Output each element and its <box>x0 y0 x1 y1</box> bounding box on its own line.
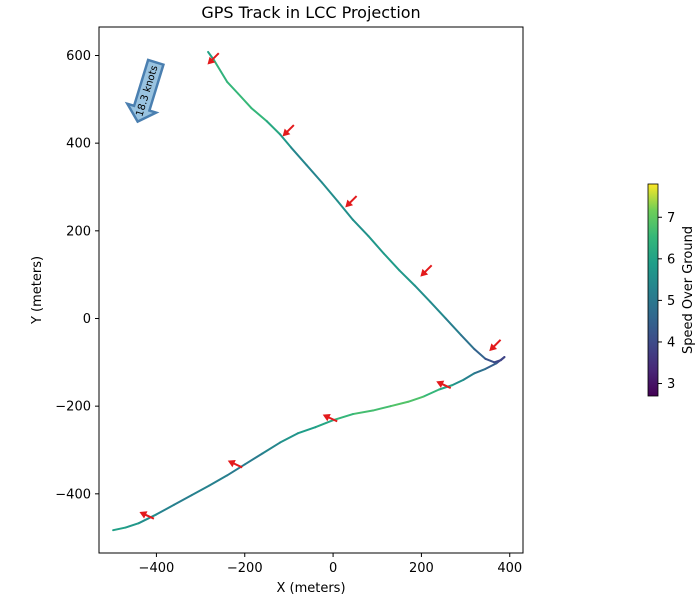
colorbar-ticks: 3 4 5 6 7 <box>658 211 675 392</box>
track-layer <box>112 50 506 532</box>
x-tick-label: −200 <box>227 561 263 576</box>
colorbar-tick-label: 6 <box>667 252 675 267</box>
track-segment <box>336 200 354 221</box>
x-tick-label: 200 <box>409 561 434 576</box>
heading-marker <box>139 511 155 520</box>
colorbar-tick-label: 3 <box>667 377 675 392</box>
track-segment <box>173 494 193 506</box>
y-tick-label: 600 <box>66 49 91 64</box>
heading-marker <box>282 124 295 137</box>
y-axis: −400 −200 0 200 400 600 <box>55 49 99 502</box>
track-segment <box>438 384 454 391</box>
y-tick-label: 0 <box>83 312 91 327</box>
track-segment <box>389 400 410 408</box>
chart-title: GPS Track in LCC Projection <box>201 3 420 22</box>
track-segment <box>429 300 447 320</box>
track-segment <box>422 388 441 398</box>
track-segment <box>367 235 385 255</box>
track-segment <box>290 146 308 167</box>
track-segment <box>314 419 335 429</box>
track-segment <box>137 513 158 525</box>
track-segment <box>413 284 432 303</box>
track-segment <box>451 378 465 387</box>
heading-marker <box>489 339 502 352</box>
track-segment <box>484 357 496 364</box>
y-tick-label: −200 <box>55 400 91 415</box>
heading-marker <box>420 264 433 277</box>
plot-frame <box>98 26 524 554</box>
x-axis-label: X (meters) <box>276 581 345 596</box>
colorbar-tick-label: 5 <box>667 294 675 309</box>
x-axis: −400 −200 0 200 400 <box>139 553 522 576</box>
track-segment <box>444 317 463 337</box>
track-segment <box>237 92 253 110</box>
track-segment <box>484 362 498 370</box>
track-segment <box>473 367 487 375</box>
track-segment <box>250 107 268 123</box>
track-segment <box>321 181 339 203</box>
track-segment <box>462 372 476 381</box>
x-tick-label: 400 <box>497 561 522 576</box>
track-segment <box>226 80 240 95</box>
track-segment <box>212 58 229 83</box>
track-segment <box>155 503 176 516</box>
track-segment <box>305 164 324 184</box>
track-segment <box>124 522 140 529</box>
track-segment <box>243 452 264 466</box>
y-axis-label: Y (meters) <box>30 256 45 325</box>
track-segment <box>112 526 127 532</box>
colorbar: 3 4 5 6 7 Speed Over Ground <box>647 183 696 397</box>
y-tick-label: −400 <box>55 487 91 502</box>
colorbar-tick-label: 7 <box>667 211 675 226</box>
heading-marker <box>227 459 243 469</box>
wind-arrow-shape <box>124 58 165 124</box>
track-segment <box>208 474 229 487</box>
track-segment <box>460 334 476 351</box>
track-segment <box>279 432 299 444</box>
x-tick-label: −400 <box>139 561 175 576</box>
track-segment <box>495 356 506 365</box>
plot-area: 18.3 knots <box>98 26 524 554</box>
track-segment <box>279 133 293 149</box>
heading-marker <box>436 380 452 389</box>
track-segment <box>473 348 487 360</box>
heading-marker <box>207 52 220 65</box>
y-tick-label: 200 <box>66 224 91 239</box>
y-tick-label: 400 <box>66 137 91 152</box>
track-segment <box>332 413 354 422</box>
track-segment <box>190 484 211 497</box>
heading-marker <box>345 195 358 208</box>
track-segment <box>371 405 392 412</box>
track-segment <box>351 409 374 416</box>
track-segment <box>265 120 282 136</box>
track-segment <box>382 252 401 272</box>
track-segment <box>398 269 416 287</box>
track-segment <box>407 395 425 403</box>
track-segment <box>296 426 317 435</box>
colorbar-gradient <box>647 183 659 397</box>
track-segment <box>261 441 282 455</box>
heading-marker-layer <box>139 52 502 520</box>
track-segment <box>351 218 370 238</box>
heading-marker <box>322 413 338 423</box>
colorbar-label: Speed Over Ground <box>681 226 696 354</box>
colorbar-tick-label: 4 <box>667 335 675 350</box>
x-tick-label: 0 <box>329 561 337 576</box>
